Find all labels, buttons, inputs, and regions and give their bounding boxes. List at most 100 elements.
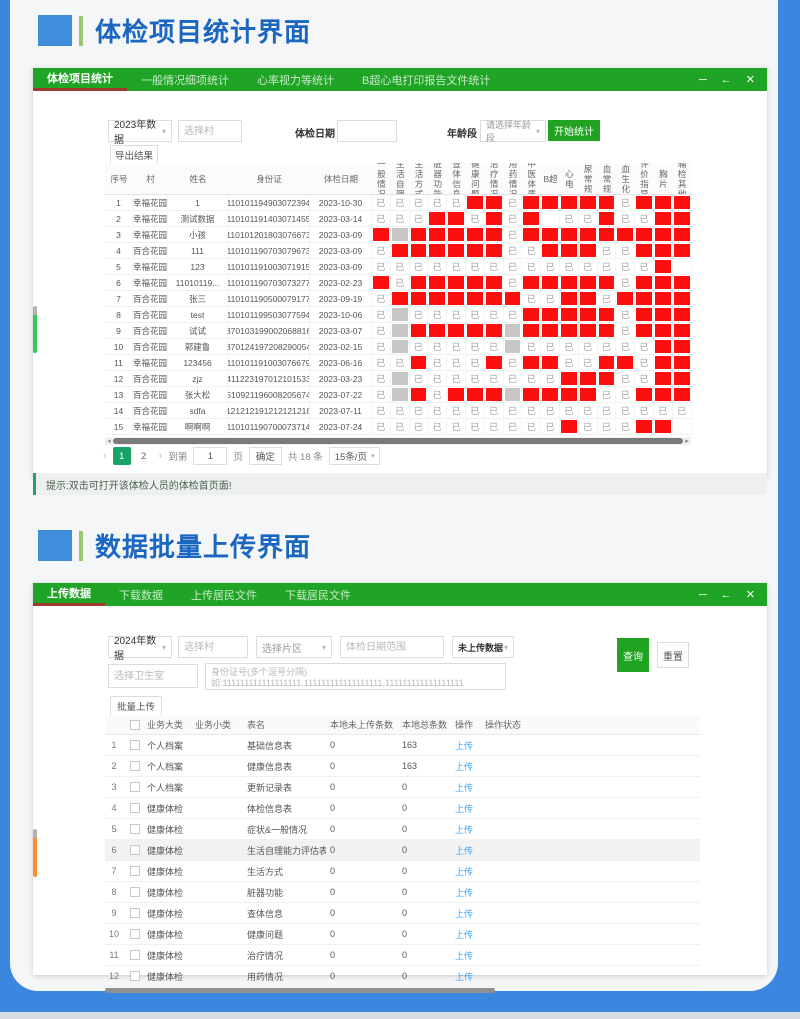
tab-体检项目统计[interactable]: 体检项目统计 <box>33 68 127 91</box>
select-all-checkbox[interactable] <box>130 719 140 730</box>
clinic-input[interactable] <box>108 664 198 688</box>
status-cell <box>522 355 542 371</box>
total-count-cell: 0 <box>398 924 451 945</box>
done-glyph: 已 <box>376 294 386 304</box>
checkup-date-cell: 2023-02-23 <box>310 275 372 291</box>
age-select[interactable]: 请选择年龄段 ▾ <box>480 120 546 143</box>
reset-button[interactable]: 重置 <box>657 642 689 668</box>
status-cell: 已 <box>597 419 617 435</box>
next-page-icon[interactable]: › <box>158 450 163 462</box>
status-column-header: 健康问题 <box>465 163 485 195</box>
checkup-date-input[interactable] <box>337 120 397 142</box>
status-cell <box>578 195 598 211</box>
row-checkbox[interactable] <box>130 740 140 750</box>
done-glyph: 已 <box>470 422 480 432</box>
upload-link[interactable]: 上传 <box>455 908 474 919</box>
status-cell <box>522 387 542 403</box>
minimize-icon[interactable]: ─ <box>698 73 707 86</box>
row-checkbox[interactable] <box>130 887 140 897</box>
tab-一般情况细项统计[interactable]: 一般情况细项统计 <box>141 74 229 87</box>
horizontal-scrollbar-thumb[interactable] <box>105 988 495 993</box>
missing-red-block <box>410 388 427 401</box>
missing-red-block <box>485 276 502 289</box>
upload-link[interactable]: 上传 <box>455 782 474 793</box>
restore-icon[interactable]: ← <box>720 73 732 86</box>
done-glyph: 已 <box>432 358 442 368</box>
scroll-right-icon[interactable]: ▸ <box>685 438 689 445</box>
done-glyph: 已 <box>639 406 649 416</box>
upload-link[interactable]: 上传 <box>455 971 474 982</box>
done-glyph: 已 <box>507 246 517 256</box>
table-name-cell: 更新记录表 <box>243 777 326 798</box>
row-checkbox[interactable] <box>130 845 140 855</box>
upload-link[interactable]: 上传 <box>455 803 474 814</box>
tab-下载居民文件[interactable]: 下载居民文件 <box>285 589 351 602</box>
confirm-button[interactable]: 确定 <box>248 447 282 465</box>
row-checkbox[interactable] <box>130 803 140 813</box>
row-checkbox[interactable] <box>130 929 140 939</box>
village-input[interactable] <box>178 120 242 142</box>
missing-red-block <box>579 228 596 241</box>
done-glyph: 已 <box>451 422 461 432</box>
minimize-icon[interactable]: ─ <box>698 588 707 601</box>
status-cell <box>672 387 692 403</box>
status-cell: 已 <box>390 403 410 419</box>
upload-link[interactable]: 上传 <box>455 824 474 835</box>
tab-B超心电打印报告文件统计[interactable]: B超心电打印报告文件统计 <box>362 74 491 87</box>
jump-page-input[interactable]: 1 <box>193 447 228 465</box>
scrollbar-thumb[interactable] <box>113 438 683 444</box>
pending-count-cell: 0 <box>326 882 398 903</box>
year-select[interactable]: 2023年数据 ▾ <box>108 120 172 146</box>
row-number-cell: 3 <box>105 777 123 798</box>
upload-link[interactable]: 上传 <box>455 866 474 877</box>
village-input[interactable] <box>178 636 248 658</box>
query-button[interactable]: 查询 <box>617 638 649 672</box>
status-cell <box>465 195 485 211</box>
year-select[interactable]: 2024年数据 ▾ <box>108 636 172 662</box>
status-column-header: 评价指导 <box>635 163 654 195</box>
subcategory-cell <box>191 840 243 861</box>
close-icon[interactable]: ✕ <box>745 74 755 86</box>
checkup-status-table: 序号村姓名 身份证 体检日期 一般情况 生活自理 生活方式 脏器功能 查体信息 健康问题 治疗情况… <box>105 163 692 435</box>
row-checkbox[interactable] <box>130 761 140 771</box>
tab-下载数据[interactable]: 下载数据 <box>119 589 163 602</box>
row-checkbox[interactable] <box>130 866 140 876</box>
prev-page-icon[interactable]: ‹ <box>103 450 107 462</box>
export-results-button[interactable]: 导出结果 <box>110 145 158 164</box>
tab-上传数据[interactable]: 上传数据 <box>33 583 105 606</box>
page-size-select[interactable]: 15条/页 ▾ <box>328 447 381 465</box>
missing-red-block <box>542 196 558 209</box>
page-unit-label: 页 <box>233 452 243 463</box>
upload-link[interactable]: 上传 <box>455 761 474 772</box>
row-checkbox[interactable] <box>130 950 140 960</box>
row-checkbox[interactable] <box>130 971 140 981</box>
page-number-2[interactable]: 2 <box>141 450 147 462</box>
area-select[interactable]: 选择片区 ▾ <box>256 636 332 658</box>
date-range-input[interactable] <box>340 636 444 658</box>
horizontal-scrollbar[interactable]: ◂ ▸ <box>105 437 691 445</box>
upload-link[interactable]: 上传 <box>455 845 474 856</box>
row-checkbox[interactable] <box>130 908 140 918</box>
tab-心率视力等统计[interactable]: 心率视力等统计 <box>257 74 334 87</box>
upload-state-select[interactable]: 未上传数据 ▾ <box>452 636 514 658</box>
close-icon[interactable]: ✕ <box>745 589 755 601</box>
done-glyph: 已 <box>545 262 555 272</box>
status-cell <box>635 243 654 259</box>
id-numbers-textarea[interactable] <box>205 663 506 690</box>
missing-red-block <box>654 228 671 241</box>
status-cell <box>672 419 692 435</box>
restore-icon[interactable]: ← <box>720 588 732 601</box>
start-stats-button[interactable]: 开始统计 <box>548 120 600 141</box>
upload-link[interactable]: 上传 <box>455 887 474 898</box>
batch-upload-button[interactable]: 批量上传 <box>110 696 162 716</box>
tab-上传居民文件[interactable]: 上传居民文件 <box>191 589 257 602</box>
row-checkbox[interactable] <box>130 824 140 834</box>
upload-link[interactable]: 上传 <box>455 740 474 751</box>
upload-link[interactable]: 上传 <box>455 929 474 940</box>
page-number-1[interactable]: 1 <box>112 447 131 465</box>
upload-link[interactable]: 上传 <box>455 950 474 961</box>
row-checkbox[interactable] <box>130 782 140 792</box>
scroll-left-icon[interactable]: ◂ <box>107 438 111 445</box>
status-cell <box>522 307 542 323</box>
